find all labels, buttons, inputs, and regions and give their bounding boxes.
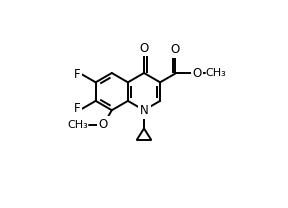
Text: N: N: [140, 104, 148, 117]
Text: O: O: [171, 43, 180, 56]
Text: O: O: [192, 67, 201, 80]
Text: CH₃: CH₃: [67, 120, 88, 130]
Text: CH₃: CH₃: [205, 68, 226, 78]
Text: O: O: [99, 118, 108, 131]
Text: F: F: [74, 68, 81, 81]
Text: F: F: [74, 102, 81, 115]
Text: O: O: [139, 42, 149, 55]
